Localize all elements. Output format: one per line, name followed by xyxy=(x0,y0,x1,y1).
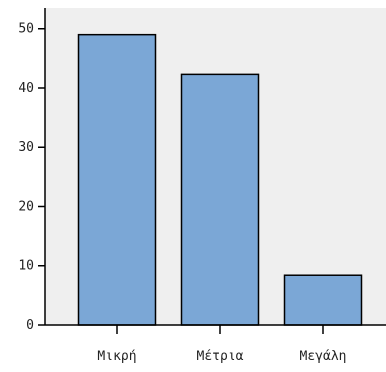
y-tick-label: 50 xyxy=(18,22,34,37)
y-tick-label: 0 xyxy=(26,318,34,333)
y-tick-label: 30 xyxy=(18,140,34,155)
bar-3 xyxy=(283,274,363,326)
y-ticks-group: 0 10 20 30 40 50 xyxy=(18,22,45,333)
bar-2 xyxy=(180,73,260,326)
y-tick-label: 20 xyxy=(18,199,34,214)
y-tick-label: 10 xyxy=(18,259,34,274)
bar-1 xyxy=(77,33,157,326)
y-tick-label: 40 xyxy=(18,81,34,96)
x-tick-label: Μέτρια xyxy=(197,349,244,364)
x-ticks-group: Μικρή Μέτρια Μεγάλη xyxy=(97,325,346,364)
x-tick-label: Μικρή xyxy=(97,349,136,364)
bars-group xyxy=(77,33,363,326)
x-tick-label: Μεγάλη xyxy=(300,349,347,364)
